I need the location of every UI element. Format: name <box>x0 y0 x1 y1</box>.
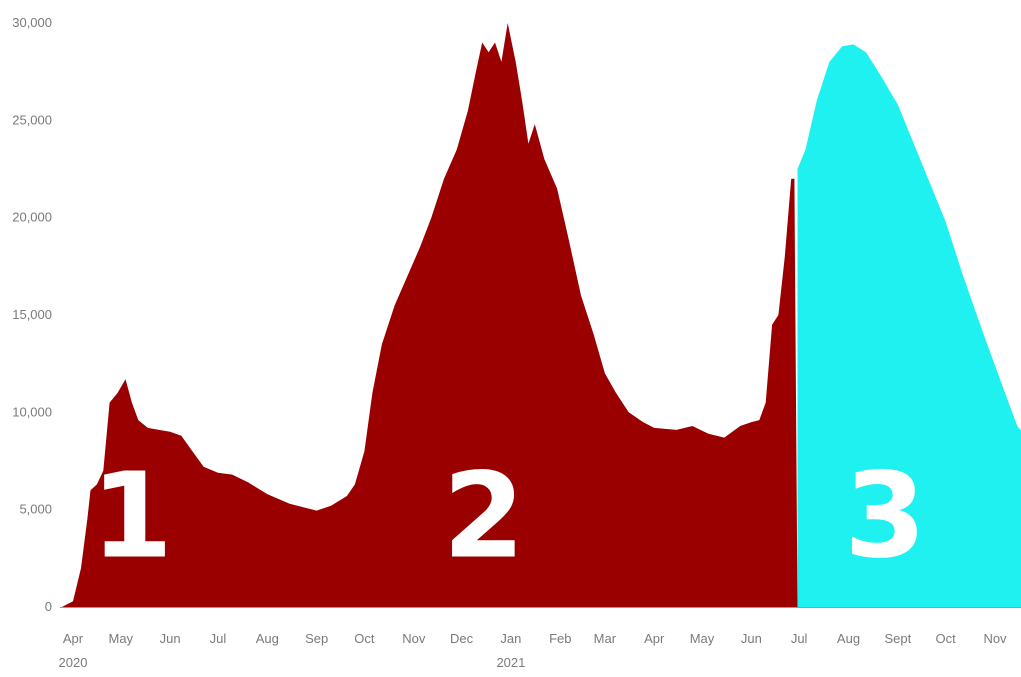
x-tick-label: Aug <box>256 631 279 646</box>
x-tick-label: Sept <box>884 631 911 646</box>
y-tick-label: 15,000 <box>12 307 52 322</box>
x-tick-label: Apr <box>63 631 84 646</box>
x-tick-label: May <box>690 631 715 646</box>
y-axis-ticks: 0 5,000 10,000 15,000 20,000 25,000 30,000 <box>12 15 52 614</box>
area-series-1 <box>61 23 798 607</box>
x-tick-label: Jan <box>500 631 521 646</box>
x-tick-label: Oct <box>354 631 375 646</box>
area-series-group <box>61 23 1021 607</box>
x-tick-label: Nov <box>402 631 426 646</box>
x-axis-ticks: Apr 2020 May Jun Jul Aug Sep Oct Nov Dec Jan 2021 Fe… <box>59 631 1008 670</box>
x-tick-label: May <box>108 631 133 646</box>
wave-number-label: 1 <box>91 446 173 584</box>
x-tick-label: Mar <box>594 631 617 646</box>
wave-number-label: 3 <box>844 446 926 584</box>
area-series-2 <box>797 44 1021 607</box>
wave-number-label: 2 <box>443 446 525 584</box>
x-tick-label: Feb <box>549 631 571 646</box>
x-tick-label: Jul <box>210 631 227 646</box>
y-tick-label: 20,000 <box>12 210 52 225</box>
y-tick-label: 5,000 <box>19 502 52 517</box>
x-tick-label: Nov <box>983 631 1007 646</box>
y-tick-label: 10,000 <box>12 404 52 419</box>
y-tick-label: 30,000 <box>12 15 52 30</box>
y-tick-label: 0 <box>45 599 52 614</box>
x-tick-label: Apr <box>644 631 665 646</box>
y-tick-label: 25,000 <box>12 112 52 127</box>
x-tick-label: Aug <box>837 631 860 646</box>
x-tick-label: Jun <box>741 631 762 646</box>
x-tick-year-label: 2020 <box>59 655 88 670</box>
x-tick-year-label: 2021 <box>496 655 525 670</box>
x-tick-label: Jun <box>160 631 181 646</box>
wave-annotations: 1 2 3 <box>91 446 926 584</box>
x-tick-label: Jul <box>791 631 808 646</box>
x-tick-label: Sep <box>305 631 328 646</box>
x-tick-label: Oct <box>936 631 957 646</box>
x-tick-label: Dec <box>450 631 474 646</box>
